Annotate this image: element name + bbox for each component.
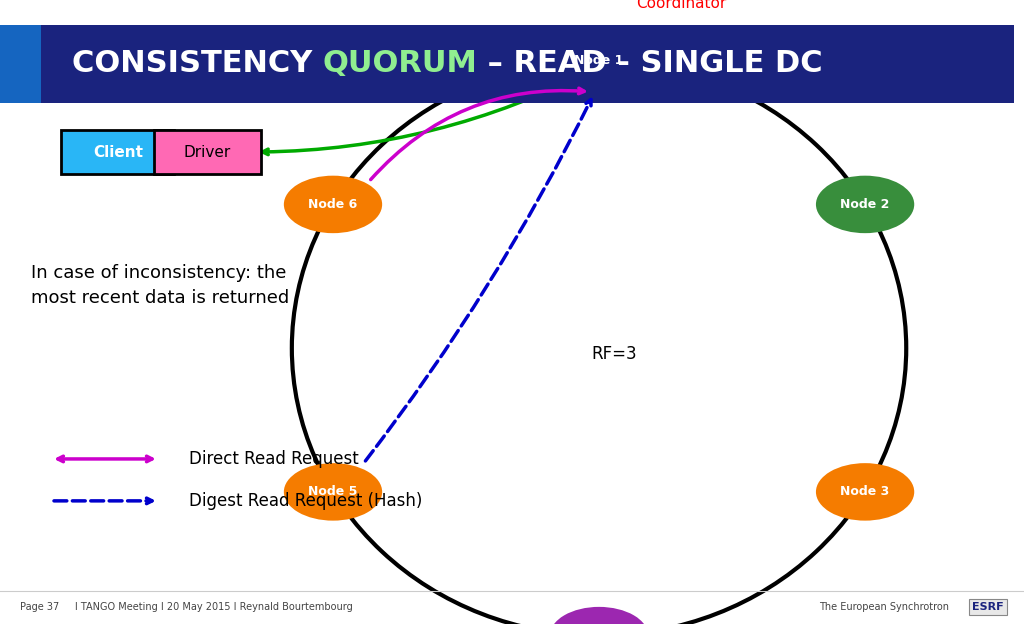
Circle shape [284,463,382,520]
Text: In case of inconsistency: the
most recent data is returned: In case of inconsistency: the most recen… [31,264,289,307]
Circle shape [550,32,648,90]
Text: Node 6: Node 6 [308,198,357,211]
FancyBboxPatch shape [154,129,261,175]
Text: Node 3: Node 3 [841,485,890,499]
Text: Driver: Driver [183,145,231,159]
Circle shape [816,463,914,520]
Text: RF=3: RF=3 [592,345,637,363]
Text: Digest Read Request (Hash): Digest Read Request (Hash) [189,492,423,510]
Text: CONSISTENCY: CONSISTENCY [72,49,323,78]
Text: ESRF: ESRF [973,602,1004,612]
Text: Coordinator: Coordinator [636,0,726,12]
Text: The European Synchrotron: The European Synchrotron [819,602,949,612]
Text: Node 1: Node 1 [574,54,624,67]
Text: Client: Client [93,145,142,159]
FancyBboxPatch shape [61,129,174,175]
Text: QUORUM: QUORUM [323,49,477,78]
Text: Node 4: Node 4 [574,629,624,640]
FancyBboxPatch shape [0,25,41,102]
Text: Node 2: Node 2 [841,198,890,211]
Circle shape [550,607,648,640]
Circle shape [540,26,658,95]
FancyBboxPatch shape [41,25,1014,102]
Circle shape [816,175,914,233]
Text: Direct Read Request: Direct Read Request [189,450,359,468]
Circle shape [284,175,382,233]
Text: Node 5: Node 5 [308,485,357,499]
Text: Page 37     I TANGO Meeting I 20 May 2015 I Reynald Bourtembourg: Page 37 I TANGO Meeting I 20 May 2015 I … [20,602,353,612]
Text: – READ - SINGLE DC: – READ - SINGLE DC [477,49,823,78]
